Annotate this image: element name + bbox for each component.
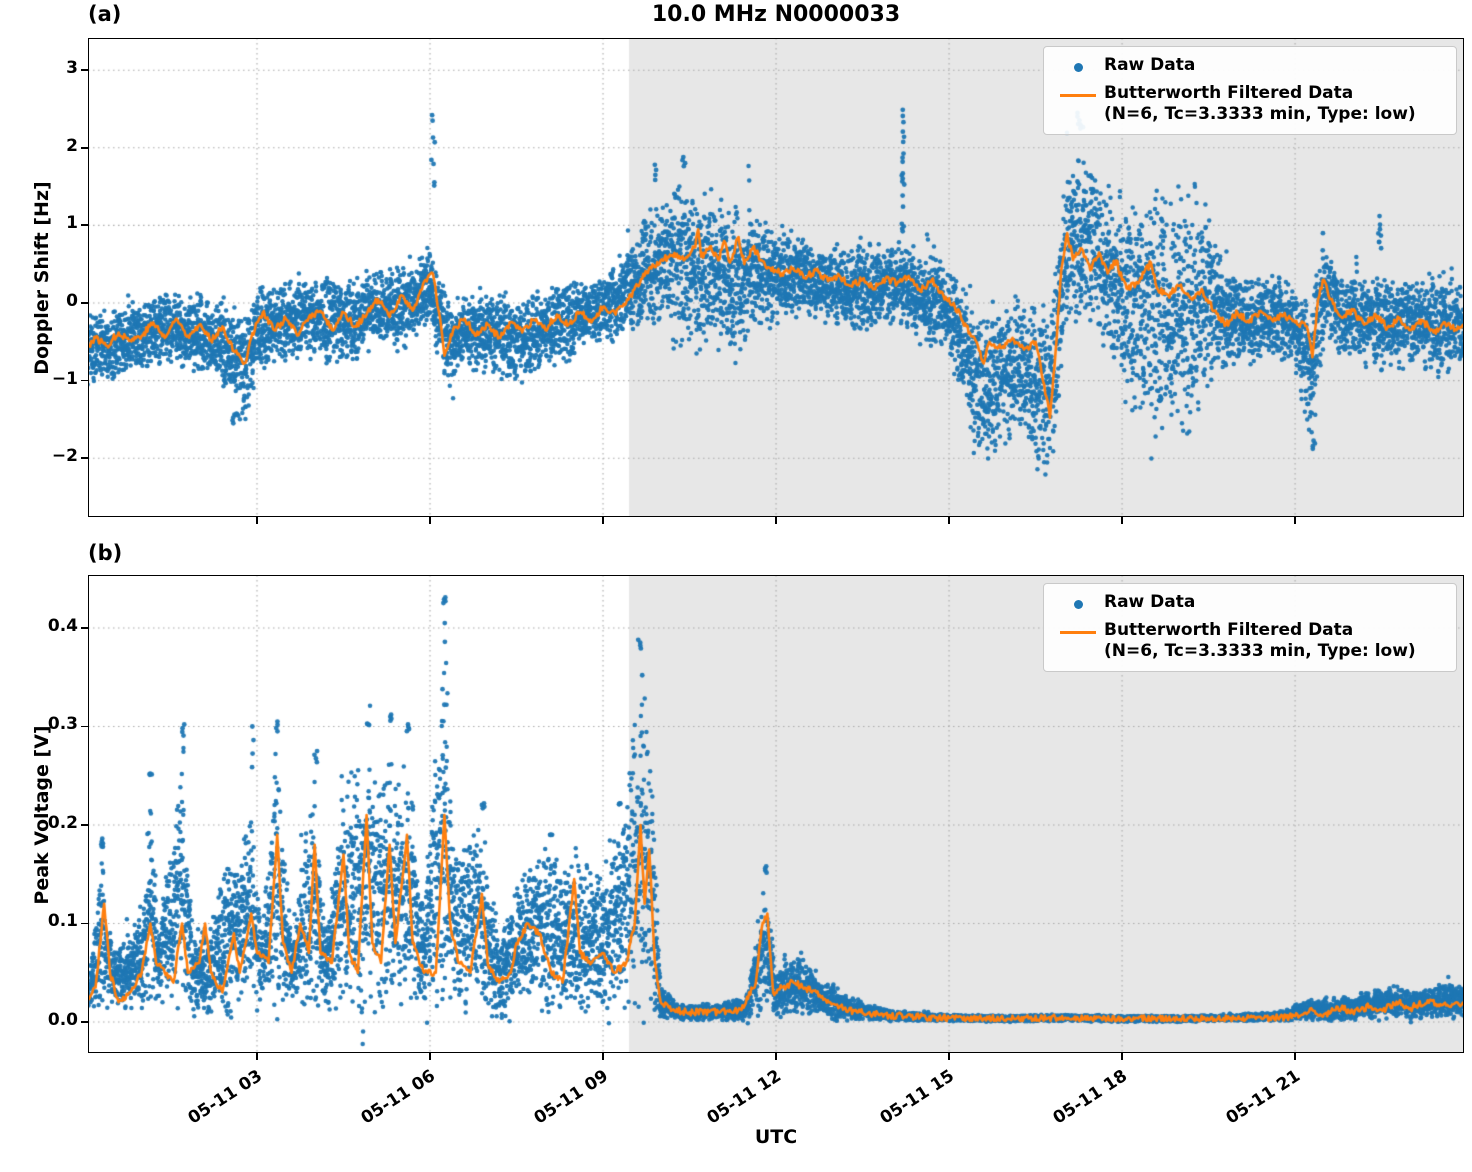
x-tick-label: 05-11 12 — [703, 1066, 785, 1129]
x-tick-mark — [775, 1053, 777, 1060]
x-tick-mark — [1294, 1053, 1296, 1060]
legend-filtered-label-line2: (N=6, Tc=3.3333 min, Type: low) — [1104, 104, 1416, 125]
legend-filtered-row: Butterworth Filtered Data (N=6, Tc=3.333… — [1052, 83, 1446, 126]
panel-a-legend: Raw Data Butterworth Filtered Data (N=6,… — [1043, 46, 1457, 135]
legend-filtered-label-line1: Butterworth Filtered Data — [1104, 83, 1354, 103]
y-tick-label: 0.4 — [47, 615, 78, 636]
y-tick-mark — [81, 224, 88, 227]
y-tick-mark — [81, 824, 88, 826]
y-tick-label: −1 — [51, 368, 78, 389]
y-tick-label: 0.0 — [47, 1009, 78, 1030]
x-tick-mark — [429, 517, 431, 524]
panel-a-label: (a) — [88, 2, 122, 26]
x-tick-mark — [948, 1053, 950, 1060]
y-tick-label: 0.1 — [47, 911, 78, 932]
y-tick-label: 2 — [66, 135, 78, 156]
x-tick-mark — [948, 517, 950, 524]
legend-filtered-label-line2: (N=6, Tc=3.3333 min, Type: low) — [1104, 641, 1416, 662]
panel-b-legend: Raw Data Butterworth Filtered Data (N=6,… — [1043, 583, 1457, 672]
x-tick-mark — [1121, 517, 1123, 524]
x-axis-label: UTC — [754, 1126, 798, 1148]
legend-raw-label: Raw Data — [1104, 592, 1196, 612]
legend-filtered-label: Butterworth Filtered Data (N=6, Tc=3.333… — [1104, 83, 1416, 126]
y-tick-mark — [81, 1021, 88, 1023]
y-tick-label: 3 — [66, 58, 78, 79]
y-tick-label: 0 — [66, 290, 78, 311]
y-tick-label: −2 — [51, 446, 78, 467]
legend-raw-label: Raw Data — [1104, 55, 1196, 75]
x-tick-mark — [1121, 1053, 1123, 1060]
x-tick-mark — [429, 1053, 431, 1060]
raw-data-dot-icon — [1052, 592, 1104, 616]
y-tick-mark — [81, 302, 88, 304]
figure-title: 10.0 MHz N0000033 — [651, 2, 901, 27]
legend-filtered-label-line1: Butterworth Filtered Data — [1104, 620, 1354, 640]
legend-raw-row: Raw Data — [1052, 55, 1446, 79]
x-tick-label: 05-11 15 — [876, 1066, 958, 1129]
x-tick-mark — [602, 517, 604, 524]
x-tick-label: 05-11 03 — [184, 1066, 266, 1129]
y-tick-mark — [81, 457, 88, 460]
y-tick-mark — [81, 379, 88, 382]
x-tick-mark — [775, 517, 777, 524]
raw-data-dot-icon — [1052, 55, 1104, 79]
x-tick-mark — [256, 517, 258, 524]
y-tick-mark — [81, 725, 88, 728]
y-tick-mark — [81, 146, 88, 149]
y-tick-label: 0.3 — [47, 714, 78, 735]
x-tick-label: 05-11 18 — [1049, 1066, 1131, 1129]
panel-b-label: (b) — [88, 541, 123, 565]
x-tick-label: 05-11 21 — [1222, 1066, 1304, 1129]
y-tick-label: 0.2 — [47, 812, 78, 833]
y-tick-label: 1 — [66, 213, 78, 234]
legend-filtered-row: Butterworth Filtered Data (N=6, Tc=3.333… — [1052, 620, 1446, 663]
y-tick-mark — [81, 922, 88, 925]
legend-raw-row: Raw Data — [1052, 592, 1446, 616]
x-tick-mark — [1294, 517, 1296, 524]
y-tick-mark — [81, 627, 88, 629]
x-tick-label: 05-11 06 — [357, 1066, 439, 1129]
filtered-line-icon — [1052, 620, 1104, 644]
filtered-line-icon — [1052, 83, 1104, 107]
x-tick-label: 05-11 09 — [530, 1066, 612, 1129]
y-tick-mark — [81, 69, 88, 72]
panel-a-ylabel: Doppler Shift [Hz] — [31, 181, 53, 375]
legend-filtered-label: Butterworth Filtered Data (N=6, Tc=3.333… — [1104, 620, 1416, 663]
x-tick-mark — [256, 1053, 258, 1060]
x-tick-mark — [602, 1053, 604, 1060]
